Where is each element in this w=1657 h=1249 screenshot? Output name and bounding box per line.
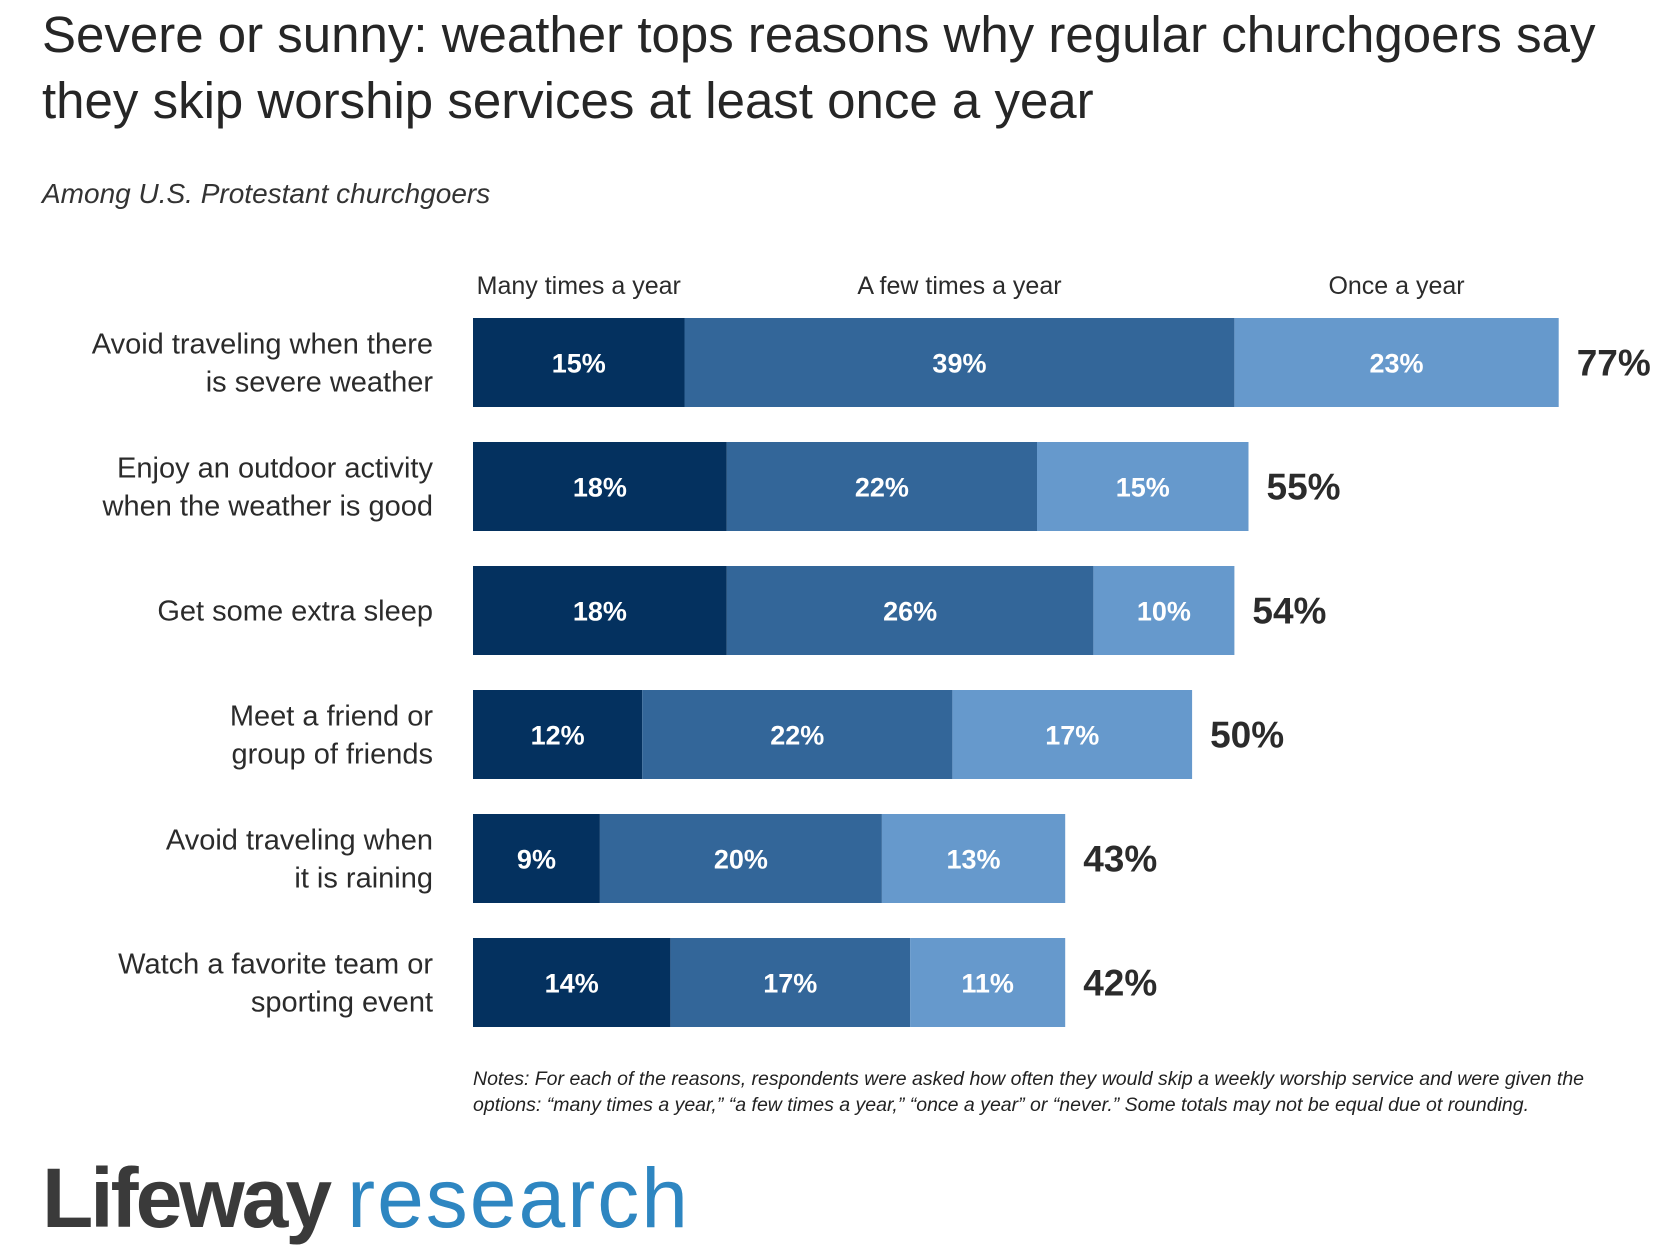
category-label: Watch a favorite team or (118, 949, 433, 981)
data-label: 9% (517, 845, 556, 875)
stacked-bar-chart: Many times a year A few times a year Once … (92, 272, 1651, 1027)
category-label: when the weather is good (102, 491, 434, 523)
bar-segment (1234, 318, 1559, 407)
data-label: 18% (573, 597, 627, 627)
lifeway-research-logo: Lifeway research (42, 1148, 690, 1248)
data-label: 20% (714, 845, 768, 875)
bar-segment (881, 814, 1066, 903)
bar-segment (473, 442, 727, 531)
bar-segment (473, 938, 671, 1027)
total-label: 77% (1577, 343, 1651, 384)
total-label: 50% (1210, 715, 1284, 756)
data-label: 17% (763, 969, 817, 999)
category-label: it is raining (294, 863, 433, 895)
bar-segment (1037, 442, 1249, 531)
total-label: 43% (1083, 839, 1157, 880)
data-label: 13% (947, 845, 1001, 875)
bar-segment (473, 814, 600, 903)
category-label: sporting event (251, 987, 433, 1019)
bar-segment (726, 442, 1037, 531)
logo-word-research: research (347, 1151, 690, 1245)
total-label: 42% (1083, 963, 1157, 1004)
legend-label: Once a year (1328, 272, 1464, 300)
chart-title: Severe or sunny: weather tops reasons wh… (42, 6, 1596, 129)
bar-segment (473, 566, 727, 655)
bar-segment (642, 690, 953, 779)
data-label: 10% (1137, 597, 1191, 627)
total-label: 54% (1252, 591, 1326, 632)
data-label: 26% (883, 597, 937, 627)
bar-segment (726, 566, 1094, 655)
chart-notes: Notes: For each of the reasons, responde… (473, 1068, 1585, 1116)
category-label: Get some extra sleep (157, 596, 433, 628)
category-label: Meet a friend or (230, 701, 433, 733)
data-label: 23% (1370, 349, 1424, 379)
category-label: Avoid traveling when (166, 825, 433, 857)
data-label: 11% (961, 969, 1014, 999)
bar-segment (910, 938, 1066, 1027)
data-label: 22% (770, 721, 824, 751)
data-label: 14% (545, 969, 599, 999)
data-label: 15% (1116, 473, 1170, 503)
data-label: 22% (855, 473, 909, 503)
legend-label: Many times a year (477, 272, 681, 300)
data-label: 12% (531, 721, 585, 751)
legend-label: A few times a year (857, 272, 1061, 300)
data-label: 39% (932, 349, 986, 379)
category-label: Enjoy an outdoor activity (117, 453, 433, 485)
category-label: group of friends (231, 739, 433, 771)
category-label: Avoid traveling when there (92, 329, 433, 361)
chart-subtitle: Among U.S. Protestant churchgoers (42, 178, 491, 209)
category-label: is severe weather (206, 367, 434, 399)
data-label: 17% (1045, 721, 1099, 751)
data-label: 18% (573, 473, 627, 503)
bar-segment (1093, 566, 1235, 655)
bar-segment (599, 814, 882, 903)
bar-segment (952, 690, 1193, 779)
bar-segment (684, 318, 1235, 407)
logo-word-lifeway: Lifeway (42, 1151, 332, 1245)
total-label: 55% (1267, 467, 1341, 508)
bar-segment (670, 938, 911, 1027)
bar-segment (473, 318, 685, 407)
data-label: 15% (552, 349, 606, 379)
bar-segment (473, 690, 643, 779)
